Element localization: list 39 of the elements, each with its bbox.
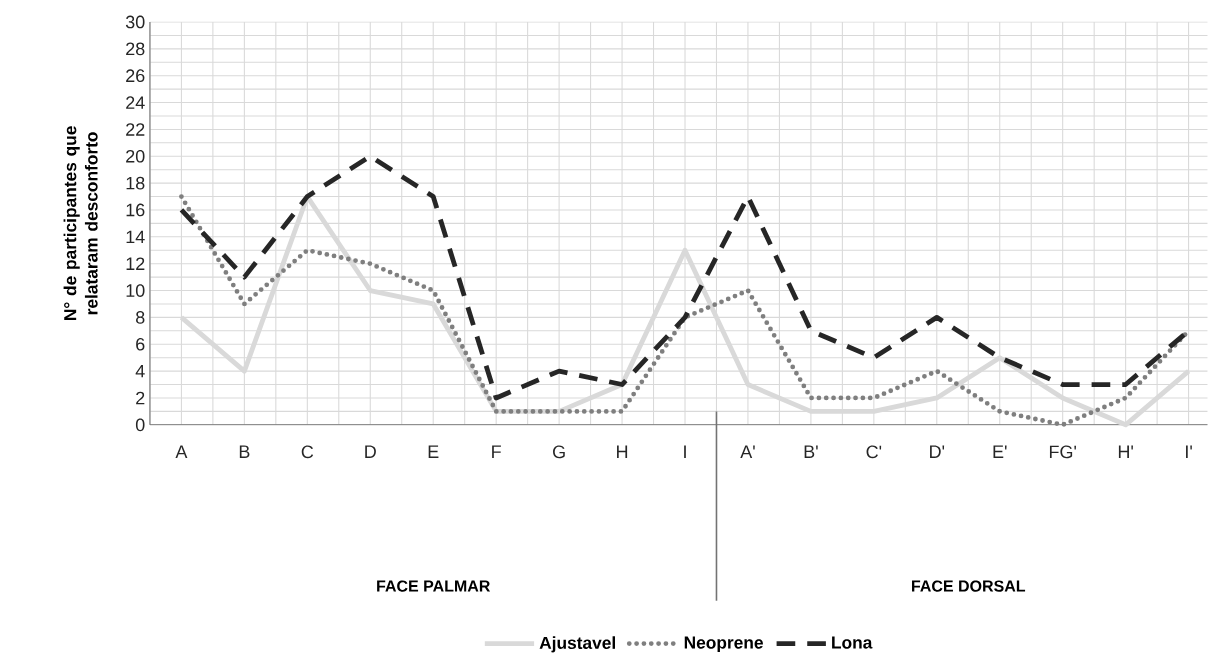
- y-tick-label: 20: [126, 150, 145, 163]
- x-tick-label: C: [301, 445, 314, 459]
- y-tick-label: 16: [126, 203, 145, 217]
- x-tick-label: F: [492, 445, 501, 459]
- x-tick-label: I': [1186, 445, 1192, 459]
- y-tick-label: 4: [135, 365, 145, 378]
- x-tick-label: FG': [1049, 445, 1076, 459]
- x-tick-label: G: [553, 445, 565, 459]
- y-tick-label: 30: [125, 15, 145, 29]
- y-tick-label: 2: [136, 391, 145, 405]
- y-tick-label: 12: [126, 257, 145, 271]
- y-tick-label: 18: [126, 176, 145, 190]
- x-tick-label: H: [617, 445, 628, 459]
- y-tick-label: 22: [126, 123, 145, 136]
- legend-label: Neoprene: [684, 636, 763, 653]
- x-tick-label: E: [428, 445, 439, 459]
- y-tick-label: 28: [126, 42, 145, 56]
- text: FACE DORSAL: [912, 580, 1026, 592]
- x-tick-label: I: [684, 445, 686, 459]
- y-tick-label: 24: [126, 96, 145, 109]
- y-tick-label: 26: [126, 69, 145, 83]
- y-tick-label: 6: [136, 338, 145, 351]
- x-tick-label: B: [239, 445, 250, 459]
- x-tick-label: H': [1118, 445, 1133, 459]
- x-tick-label: A': [740, 445, 755, 459]
- y-tick-label: 14: [126, 230, 145, 244]
- x-tick-label: D: [365, 445, 376, 459]
- x-tick-label: C': [866, 445, 882, 459]
- legend-label: Lona: [832, 636, 873, 649]
- x-tick-label: E': [993, 445, 1007, 459]
- text: FACE PALMAR: [377, 580, 491, 592]
- y-axis-title: N° de participantes que relataram desconforto: [63, 126, 98, 321]
- x-tick-label: A: [175, 445, 188, 459]
- legend-label: Ajustavel: [539, 636, 615, 653]
- x-tick-label: D': [930, 445, 945, 459]
- y-tick-label: 10: [126, 284, 145, 298]
- y-tick-label: 8: [136, 311, 145, 324]
- y-tick-label: 0: [135, 418, 145, 432]
- x-tick-label: B': [804, 445, 818, 459]
